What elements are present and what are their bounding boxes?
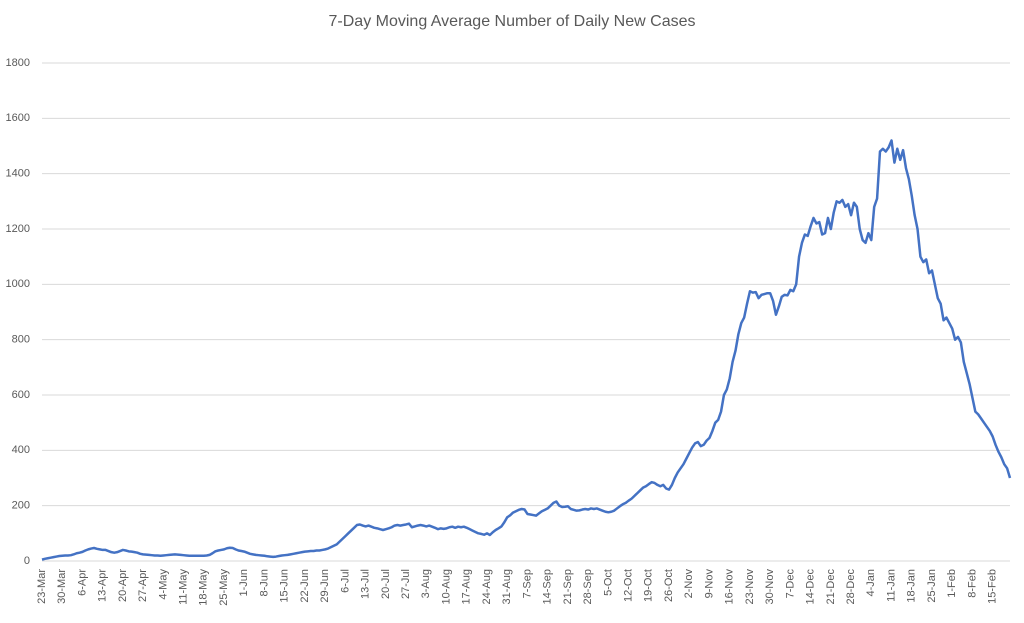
x-tick-label: 15-Jun bbox=[279, 569, 291, 603]
x-tick-label: 28-Dec bbox=[845, 569, 857, 605]
x-tick-label: 24-Aug bbox=[481, 569, 493, 604]
x-tick-label: 10-Aug bbox=[440, 569, 452, 604]
x-tick-label: 5-Oct bbox=[602, 569, 614, 596]
x-tick-label: 6-Apr bbox=[76, 569, 88, 596]
y-tick-label: 1200 bbox=[6, 223, 30, 235]
y-tick-label: 200 bbox=[12, 500, 30, 512]
x-tick-label: 23-Mar bbox=[36, 569, 48, 604]
y-tick-label: 600 bbox=[12, 389, 30, 401]
x-tick-label: 26-Oct bbox=[663, 569, 675, 602]
x-tick-label: 28-Sep bbox=[582, 569, 594, 604]
x-tick-label: 11-May bbox=[177, 569, 189, 605]
x-tick-label: 27-Apr bbox=[137, 569, 149, 602]
x-tick-label: 30-Mar bbox=[56, 569, 68, 604]
x-tick-label: 9-Nov bbox=[703, 569, 715, 599]
x-tick-label: 4-Jan bbox=[865, 569, 877, 597]
x-tick-label: 17-Aug bbox=[461, 569, 473, 604]
x-tick-label: 1-Feb bbox=[946, 569, 958, 598]
x-tick-label: 27-Jul bbox=[400, 569, 412, 599]
x-tick-label: 7-Sep bbox=[521, 569, 533, 598]
x-tick-label: 8-Jun bbox=[258, 569, 270, 597]
x-tick-label: 21-Dec bbox=[825, 569, 837, 605]
x-tick-label: 15-Feb bbox=[987, 569, 999, 604]
y-tick-label: 0 bbox=[24, 555, 30, 567]
x-tick-label: 25-May bbox=[218, 569, 230, 606]
y-tick-label: 1800 bbox=[6, 57, 30, 69]
x-tick-label: 23-Nov bbox=[744, 569, 756, 605]
y-tick-label: 1400 bbox=[6, 168, 30, 180]
y-tick-label: 1000 bbox=[6, 278, 30, 290]
x-tick-label: 7-Dec bbox=[784, 569, 796, 599]
x-tick-label: 11-Jan bbox=[885, 569, 897, 602]
y-tick-label: 1600 bbox=[6, 112, 30, 124]
x-tick-label: 16-Nov bbox=[724, 569, 736, 605]
x-tick-label: 3-Aug bbox=[420, 569, 432, 598]
x-tick-label: 13-Jul bbox=[360, 569, 372, 599]
x-tick-label: 6-Jul bbox=[339, 569, 351, 593]
x-tick-label: 21-Sep bbox=[562, 569, 574, 604]
x-tick-label: 18-May bbox=[198, 569, 210, 606]
y-tick-label: 800 bbox=[12, 334, 30, 346]
y-tick-label: 400 bbox=[12, 444, 30, 456]
x-tick-label: 22-Jun bbox=[299, 569, 311, 603]
chart-title: 7-Day Moving Average Number of Daily New… bbox=[329, 13, 696, 30]
data-line bbox=[41, 139, 1012, 561]
x-tick-label: 19-Oct bbox=[643, 569, 655, 602]
x-tick-label: 12-Oct bbox=[622, 569, 634, 602]
x-tick-label: 31-Aug bbox=[501, 569, 513, 604]
x-tick-label: 30-Nov bbox=[764, 569, 776, 605]
x-tick-label: 20-Jul bbox=[380, 569, 392, 599]
x-tick-label: 18-Jan bbox=[906, 569, 918, 603]
x-tick-label: 25-Jan bbox=[926, 569, 938, 603]
x-tick-label: 2-Nov bbox=[683, 569, 695, 599]
x-tick-label: 13-Apr bbox=[97, 569, 109, 602]
x-tick-label: 4-May bbox=[157, 569, 169, 600]
x-tick-label: 14-Dec bbox=[805, 569, 817, 605]
x-tick-label: 29-Jun bbox=[319, 569, 331, 603]
x-tick-label: 20-Apr bbox=[117, 569, 129, 602]
x-tick-label: 8-Feb bbox=[966, 569, 978, 598]
x-tick-label: 14-Sep bbox=[542, 569, 554, 604]
x-tick-label: 1-Jun bbox=[238, 569, 250, 597]
